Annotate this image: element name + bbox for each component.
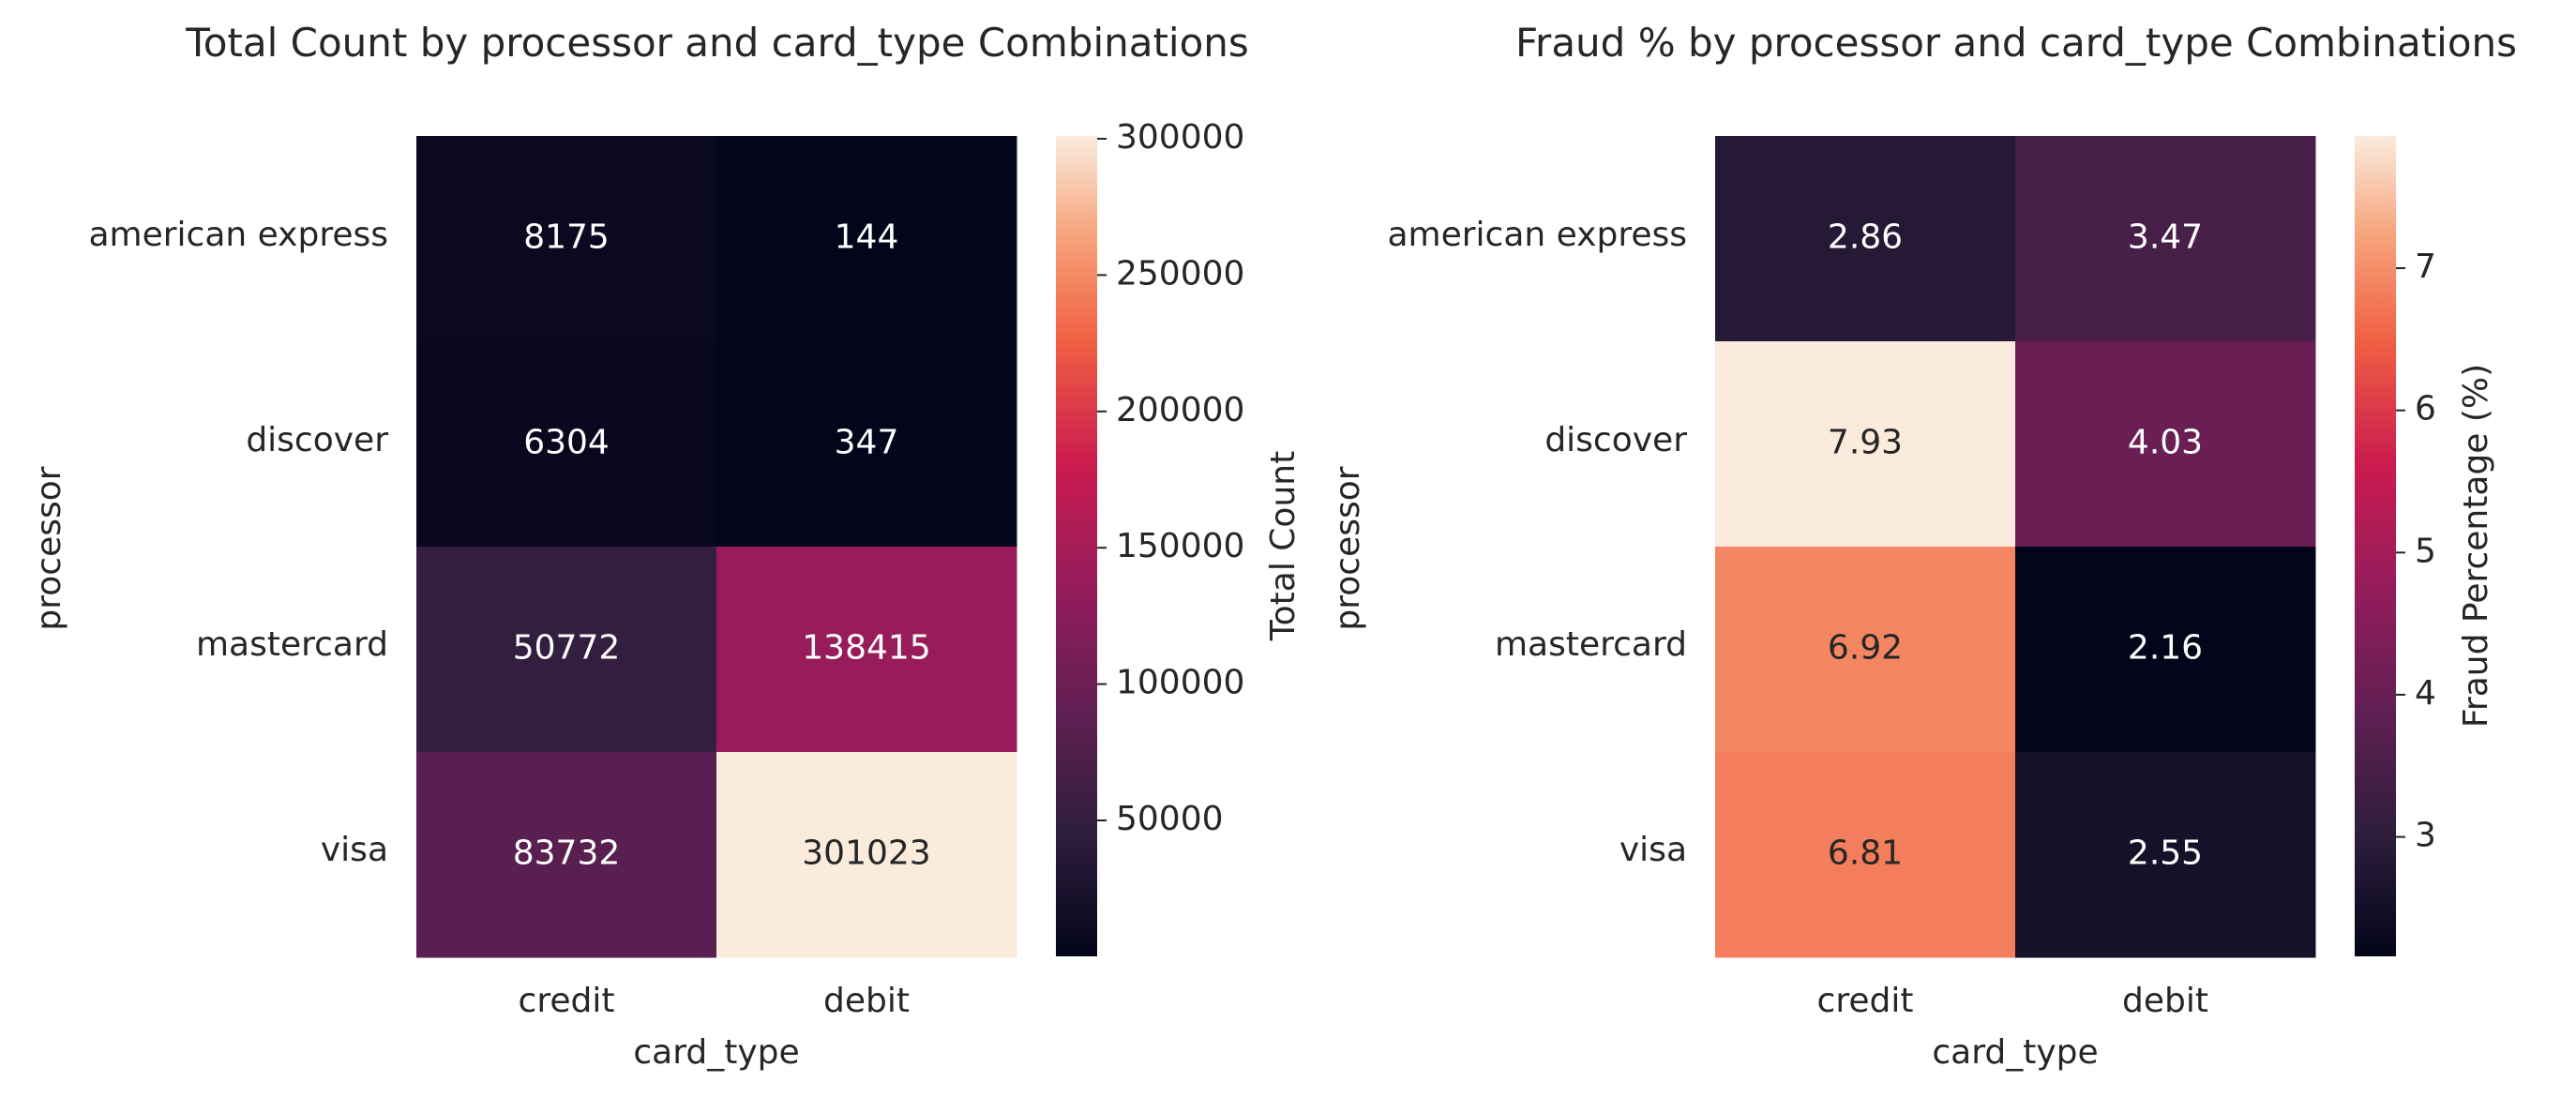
heatmap-cell xyxy=(716,547,1017,753)
cell-value-label: 138415 xyxy=(802,629,930,668)
colorbar: 3 4 5 6 7 Fraud Percentage (%) xyxy=(2355,136,2495,956)
heatmap-total-count: Total Count by processor and card_type C… xyxy=(30,20,1303,1072)
cell-value-label: 2.16 xyxy=(2128,629,2203,668)
cell-value-label: 7.93 xyxy=(1828,424,1903,462)
colorbar-gradient xyxy=(1056,136,1097,956)
colorbar-gradient xyxy=(2355,136,2396,956)
y-tick-label: american express xyxy=(1387,216,1687,254)
heatmap-cell xyxy=(2015,136,2316,342)
x-axis-label: card_type xyxy=(633,1033,799,1072)
colorbar: 50000 100000 150000 200000 250000 300000 Tota… xyxy=(1056,118,1303,956)
y-tick-labels: american express discover mastercard vis… xyxy=(1387,216,1687,869)
cell-value-label: 144 xyxy=(835,218,899,257)
colorbar-tick-label: 100000 xyxy=(1116,664,1244,702)
y-tick-label: mastercard xyxy=(196,625,388,664)
heatmap-cell xyxy=(1715,547,2016,753)
colorbar-tick-label: 200000 xyxy=(1116,391,1244,429)
y-tick-label: visa xyxy=(1619,831,1687,869)
y-tick-label: discover xyxy=(246,421,388,459)
heatmap-cell xyxy=(416,547,717,753)
colorbar-ticks: 50000 100000 150000 200000 250000 300000 xyxy=(1097,118,1244,838)
cell-value-label: 3.47 xyxy=(2128,218,2203,257)
cell-value-label: 6.81 xyxy=(1828,834,1903,873)
colorbar-tick-label: 50000 xyxy=(1116,800,1224,838)
cell-value-label: 347 xyxy=(835,424,899,462)
y-axis-label: processor xyxy=(1329,466,1367,630)
colorbar-tick-label: 3 xyxy=(2415,817,2436,855)
heatmap-fraud-percentage: Fraud % by processor and card_type Combi… xyxy=(1329,20,2517,1072)
cell-value-label: 50772 xyxy=(513,629,621,668)
chart-title: Total Count by processor and card_type C… xyxy=(185,20,1249,66)
heatmap-cell xyxy=(716,752,1017,958)
heatmap-cell xyxy=(1715,136,2016,342)
x-tick-labels: credit debit xyxy=(519,982,910,1020)
cell-value-label: 301023 xyxy=(802,834,930,873)
cell-value-label: 83732 xyxy=(513,834,621,873)
colorbar-tick-label: 4 xyxy=(2415,674,2436,713)
chart-title: Fraud % by processor and card_type Combi… xyxy=(1515,20,2517,66)
y-tick-label: discover xyxy=(1544,421,1687,459)
heatmap-cells: 8175 144 6304 347 50772 138415 83732 301023 xyxy=(416,136,1017,958)
x-tick-label: credit xyxy=(519,982,615,1020)
y-tick-label: visa xyxy=(321,831,388,869)
heatmap-cell xyxy=(2015,547,2316,753)
colorbar-tick-label: 7 xyxy=(2415,248,2436,286)
x-axis-label: card_type xyxy=(1932,1033,2098,1072)
x-tick-labels: credit debit xyxy=(1817,982,2208,1020)
x-tick-label: credit xyxy=(1817,982,1914,1020)
colorbar-tick-label: 250000 xyxy=(1116,254,1244,293)
heatmap-cell xyxy=(416,136,717,342)
heatmap-cell xyxy=(1715,341,2016,548)
cell-value-label: 6304 xyxy=(523,424,610,462)
cell-value-label: 2.86 xyxy=(1828,218,1903,257)
cell-value-label: 6.92 xyxy=(1828,629,1903,668)
y-axis-label: processor xyxy=(30,466,68,630)
colorbar-tick-label: 300000 xyxy=(1116,118,1244,157)
colorbar-tick-label: 6 xyxy=(2415,390,2436,428)
heatmap-cell xyxy=(716,136,1017,342)
x-tick-label: debit xyxy=(823,982,910,1020)
y-tick-label: mastercard xyxy=(1495,625,1687,664)
heatmap-cell xyxy=(416,752,717,958)
x-tick-label: debit xyxy=(2122,982,2208,1020)
colorbar-tick-label: 150000 xyxy=(1116,527,1244,565)
heatmap-cell xyxy=(416,341,717,548)
heatmap-cell xyxy=(1715,752,2016,958)
y-tick-labels: american express discover mastercard vis… xyxy=(88,216,388,869)
cell-value-label: 2.55 xyxy=(2128,834,2203,873)
heatmap-cell xyxy=(2015,752,2316,958)
colorbar-label: Fraud Percentage (%) xyxy=(2457,364,2495,728)
colorbar-tick-label: 5 xyxy=(2415,532,2436,570)
y-tick-label: american express xyxy=(88,216,388,254)
heatmap-cell xyxy=(716,341,1017,548)
heatmap-cell xyxy=(2015,341,2316,548)
colorbar-label: Total Count xyxy=(1264,451,1303,641)
cell-value-label: 8175 xyxy=(523,218,610,257)
colorbar-ticks: 3 4 5 6 7 xyxy=(2396,248,2436,855)
heatmap-cells: 2.86 3.47 7.93 4.03 6.92 2.16 6.81 2.55 xyxy=(1715,136,2316,958)
cell-value-label: 4.03 xyxy=(2128,424,2203,462)
